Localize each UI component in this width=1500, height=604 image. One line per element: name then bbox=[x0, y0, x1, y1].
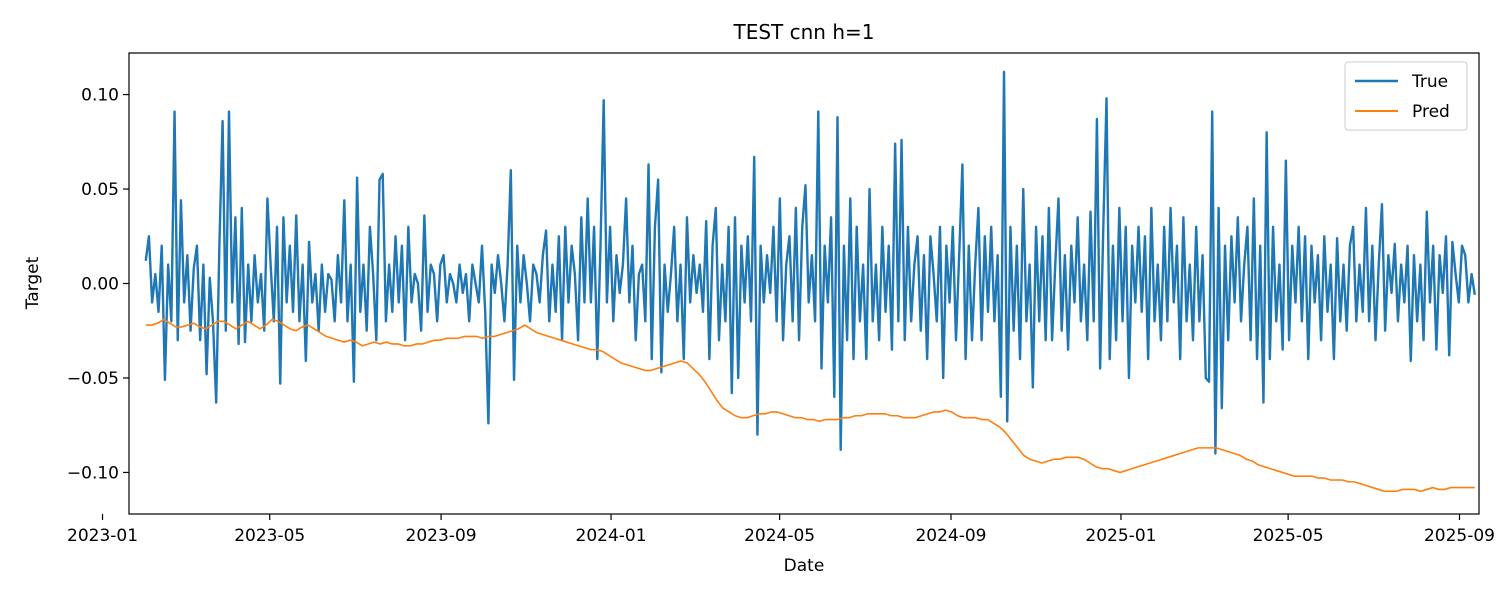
series-line-true bbox=[144, 70, 1477, 455]
x-tick-label: 2025-01 bbox=[1085, 526, 1156, 546]
y-tick-label: 0.10 bbox=[81, 86, 119, 106]
plot-area bbox=[144, 70, 1477, 493]
x-tick-label: 2024-09 bbox=[915, 526, 986, 546]
y-tick-label: 0.05 bbox=[81, 180, 119, 200]
y-axis-label: Target bbox=[23, 256, 43, 310]
x-tick-label: 2025-05 bbox=[1253, 526, 1324, 546]
x-tick-label: 2023-05 bbox=[234, 526, 305, 546]
legend-label-true: True bbox=[1411, 72, 1448, 92]
x-tick-label: 2024-05 bbox=[744, 526, 815, 546]
x-axis-label: Date bbox=[784, 556, 825, 576]
y-axis-ticks: 0.10 0.05 0.00 −0.05 −0.10 bbox=[67, 86, 129, 483]
x-axis-ticks: 2023-01 2023-05 2023-09 2024-01 2024-05 2024-… bbox=[67, 514, 1495, 546]
x-tick-label: 2024-01 bbox=[576, 526, 647, 546]
y-tick-label: −0.05 bbox=[67, 369, 119, 389]
series-line-pred bbox=[145, 318, 1475, 493]
x-tick-label: 2025-09 bbox=[1424, 526, 1495, 546]
x-tick-label: 2023-01 bbox=[67, 526, 138, 546]
chart-title: TEST cnn h=1 bbox=[733, 20, 875, 44]
legend-box bbox=[1344, 61, 1468, 131]
x-tick-label: 2023-09 bbox=[406, 526, 477, 546]
y-tick-label: 0.00 bbox=[81, 275, 119, 295]
legend-label-pred: Pred bbox=[1412, 102, 1450, 122]
y-tick-label: −0.10 bbox=[67, 463, 119, 483]
legend: True Pred bbox=[1344, 61, 1468, 131]
